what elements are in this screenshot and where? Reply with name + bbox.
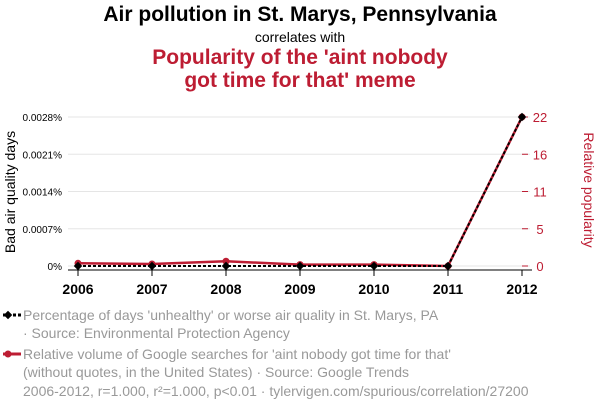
footer-stats: 2006-2012, r=1.000, r²=1.000, p<0.01 · t… [23, 383, 529, 399]
legend-series1-line1: Percentage of days 'unhealthy' or worse … [23, 307, 439, 323]
left-tick-label: 0.0028% [23, 113, 63, 124]
chart-subtitle-line1: Popularity of the 'aint nobody [152, 46, 448, 69]
series [73, 112, 527, 271]
chart-title: Air pollution in St. Marys, Pennsylvania [103, 3, 497, 26]
series1-point [517, 112, 527, 122]
right-tick-label: 11 [533, 185, 547, 200]
legend-series2-line1: Relative volume of Google searches for '… [23, 346, 451, 362]
x-tick-label: 2008 [210, 281, 241, 297]
y-axis-right-label: Relative popularity [581, 132, 597, 247]
series1-point [147, 261, 157, 271]
right-tick-label: 0 [536, 259, 543, 274]
left-tick-label: 0.0007% [23, 225, 63, 236]
x-tick-label: 2006 [62, 281, 93, 297]
legend-series2-line2: (without quotes, in the United States) ·… [23, 364, 409, 380]
legend-series2-symbol [3, 350, 21, 358]
x-tick-label: 2007 [136, 281, 167, 297]
legend-series1: Percentage of days 'unhealthy' or worse … [0, 306, 600, 342]
legend-series1-line2: · Source: Environmental Protection Agenc… [23, 325, 290, 341]
series1-point [221, 261, 231, 271]
series1-point [369, 261, 379, 271]
correlates-with-label: correlates with [254, 29, 346, 45]
y-axis-left-label: Bad air quality days [2, 131, 18, 253]
right-tick-label: 16 [533, 147, 547, 162]
series2-point [222, 257, 230, 265]
series1-point [73, 261, 83, 271]
x-tick-label: 2009 [284, 281, 315, 297]
right-tick-label: 22 [533, 110, 547, 125]
x-tick-label: 2010 [358, 281, 389, 297]
grid-lines [68, 116, 530, 267]
x-tick-label: 2011 [433, 281, 464, 297]
left-tick-label: 0% [48, 262, 63, 273]
x-tick-label: 2012 [506, 281, 537, 297]
title-block: Air pollution in St. Marys, Pennsylvania… [0, 0, 600, 92]
series1-point [443, 261, 453, 271]
right-tick-label: 5 [536, 222, 543, 237]
legend-series1-symbol [3, 310, 21, 320]
left-tick-label: 0.0014% [23, 188, 63, 199]
chart-subtitle-line2: got time for that' meme [184, 69, 416, 92]
left-tick-label: 0.0021% [23, 150, 63, 161]
legend-series2: Relative volume of Google searches for '… [0, 345, 600, 381]
series1-point [295, 261, 305, 271]
